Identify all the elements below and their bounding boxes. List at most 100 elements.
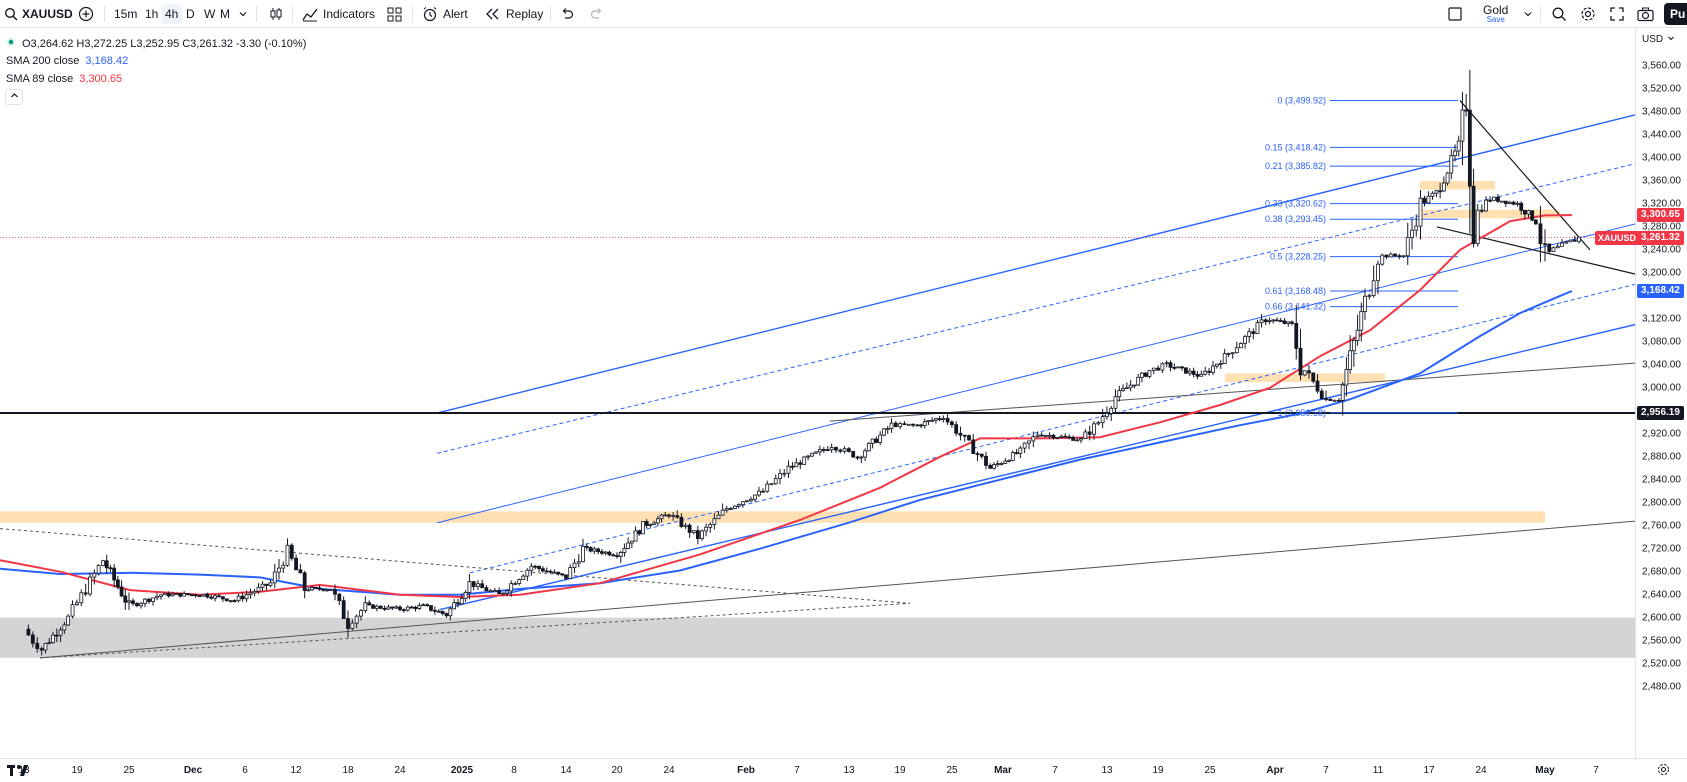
time-tick-label: 13 bbox=[18, 765, 30, 776]
candle-body bbox=[1007, 459, 1011, 462]
candle-body bbox=[182, 593, 187, 597]
candle-body bbox=[1294, 323, 1299, 349]
add-symbol-button[interactable] bbox=[78, 0, 94, 28]
indicators-button[interactable]: Indicators bbox=[302, 0, 375, 28]
candle-body bbox=[1263, 319, 1268, 323]
interval-w[interactable]: W bbox=[204, 7, 216, 21]
candle-body bbox=[870, 438, 875, 444]
candle-body bbox=[814, 451, 818, 454]
candle-body bbox=[962, 434, 967, 437]
candle-body bbox=[1071, 437, 1076, 441]
candle-body bbox=[350, 622, 355, 629]
interval-d[interactable]: D bbox=[186, 7, 195, 21]
candle-body bbox=[975, 453, 980, 455]
chart-canvas[interactable]: 0 (3,499.92) 0.15 (3,418.42) 0.21 (3,385.8… bbox=[0, 28, 1635, 758]
candle-body bbox=[675, 515, 680, 518]
symbol-search[interactable]: XAUUSD bbox=[4, 0, 73, 28]
fib-level-label: 0.38 (3,293.45) bbox=[1265, 214, 1326, 224]
candle-body bbox=[1572, 239, 1577, 242]
time-tick-label: 12 bbox=[290, 765, 302, 776]
time-tick-label: 13 bbox=[1101, 765, 1113, 776]
candle-body bbox=[1132, 384, 1137, 387]
chart-type-button[interactable] bbox=[268, 0, 284, 28]
candle-body bbox=[937, 418, 942, 421]
candle-body bbox=[484, 587, 489, 592]
candle-body bbox=[244, 594, 249, 600]
price-tick-label: 3,200.00 bbox=[1642, 267, 1681, 279]
time-tick-label: 25 bbox=[946, 765, 958, 776]
candle-body bbox=[298, 569, 303, 574]
candle-body bbox=[560, 573, 565, 576]
candle-body bbox=[398, 606, 402, 611]
candle-body bbox=[851, 451, 856, 458]
candle-body bbox=[1022, 442, 1027, 449]
candle-body bbox=[313, 587, 318, 589]
candle-body bbox=[521, 575, 526, 580]
candle-body bbox=[505, 590, 510, 594]
replay-button[interactable]: Replay bbox=[485, 0, 543, 28]
time-tick-label: 13 bbox=[843, 765, 855, 776]
candle-body bbox=[885, 428, 890, 430]
candle-body bbox=[220, 596, 225, 600]
candle-body bbox=[915, 424, 920, 427]
candle-body bbox=[695, 530, 700, 539]
candle-body bbox=[289, 544, 294, 559]
templates-button[interactable] bbox=[387, 0, 402, 28]
candle-body bbox=[1464, 109, 1469, 112]
candle-body bbox=[842, 448, 847, 452]
alert-button[interactable]: Alert bbox=[422, 0, 468, 28]
watchlist-gold[interactable]: Gold Save bbox=[1483, 3, 1509, 24]
candle-body bbox=[1488, 199, 1493, 202]
candle-body bbox=[1014, 452, 1019, 454]
indicators-icon bbox=[302, 6, 318, 22]
candle-body bbox=[1315, 380, 1320, 392]
price-axis[interactable]: USD 2,480.00 2,520.00 2,560.00 2,600.00 2,64… bbox=[1635, 28, 1687, 758]
layout-button[interactable] bbox=[1447, 0, 1463, 28]
interval-m[interactable]: M bbox=[220, 7, 230, 21]
candle-body bbox=[62, 624, 67, 631]
candle-body bbox=[1533, 219, 1538, 225]
currency-selector[interactable]: USD bbox=[1642, 34, 1675, 45]
quick-search-button[interactable] bbox=[1551, 0, 1567, 28]
undo-button[interactable] bbox=[560, 0, 574, 28]
redo-button[interactable] bbox=[590, 0, 604, 28]
undo-icon bbox=[560, 7, 574, 21]
candle-body bbox=[1492, 196, 1496, 201]
candle-body bbox=[794, 462, 799, 468]
time-tick-label: 19 bbox=[1152, 765, 1164, 776]
collapse-legend-button[interactable] bbox=[5, 89, 23, 105]
fullscreen-button[interactable] bbox=[1610, 0, 1624, 28]
time-tick-label: 18 bbox=[342, 765, 354, 776]
candle-body bbox=[581, 545, 585, 563]
candle-body bbox=[1230, 352, 1235, 355]
auto-scale-settings-button[interactable] bbox=[1657, 763, 1670, 781]
settings-button[interactable] bbox=[1580, 0, 1596, 28]
interval-4h[interactable]: 4h bbox=[161, 0, 183, 28]
candle-body bbox=[409, 606, 414, 609]
candle-body bbox=[1344, 369, 1349, 386]
candle-body bbox=[724, 508, 729, 511]
watchlist-dropdown[interactable] bbox=[1523, 0, 1533, 28]
candle-body bbox=[802, 456, 807, 465]
publish-button[interactable]: Pu bbox=[1664, 3, 1687, 25]
time-axis[interactable]: 13 19 25 Dec 6 12 18 24 2025 8 14 20 24 Feb 7 13 19 25 Mar… bbox=[0, 758, 1687, 782]
candle-body bbox=[1441, 182, 1446, 192]
candle-body bbox=[720, 509, 725, 516]
interval-15m[interactable]: 15m bbox=[114, 7, 138, 21]
candle-body bbox=[1067, 436, 1072, 439]
sma200-legend[interactable]: SMA 200 close 3,168.42 bbox=[6, 55, 128, 67]
channel-mid-line bbox=[436, 223, 1635, 524]
candle-body bbox=[405, 606, 410, 611]
trend-line-gray bbox=[829, 362, 1635, 422]
candle-body bbox=[1218, 363, 1223, 365]
interval-dropdown[interactable] bbox=[238, 0, 248, 28]
candle-body bbox=[1538, 223, 1543, 245]
candle-body bbox=[96, 565, 101, 574]
candle-body bbox=[622, 548, 627, 553]
candle-body bbox=[1168, 362, 1173, 368]
snapshot-button[interactable] bbox=[1637, 0, 1654, 28]
time-tick-label: 14 bbox=[560, 765, 572, 776]
candle-body bbox=[1359, 311, 1364, 331]
interval-1h[interactable]: 1h bbox=[145, 7, 159, 21]
sma89-legend[interactable]: SMA 89 close 3,300.65 bbox=[6, 73, 122, 85]
